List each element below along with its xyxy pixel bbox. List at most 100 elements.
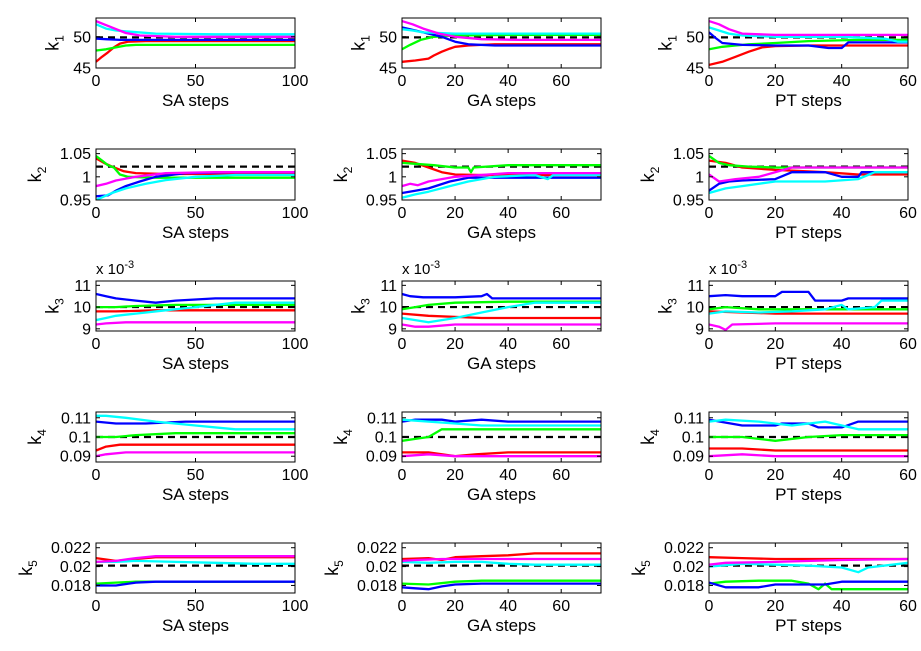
y-axis-label-subscript: 5 [332,560,346,567]
plot-area [402,18,601,68]
y-axis-label-subscript: 4 [648,429,662,436]
x-tick-label: 60 [899,467,917,484]
x-axis-label: GA steps [467,485,536,504]
y-axis-label-subscript: 3 [52,298,66,305]
x-tick-label: 100 [282,205,309,222]
series-group [96,292,295,326]
y-axis-label: k1 [655,35,679,51]
series-line-4 [709,166,908,183]
x-tick-label: 60 [899,73,917,90]
y-tick-label: 9 [82,321,91,338]
y-axis-label-symbol: k [42,41,62,51]
series-line-1 [402,300,601,311]
x-tick-label: 20 [766,467,784,484]
y-axis-label-subscript: 3 [665,298,679,305]
x-tick-label: 50 [187,205,205,222]
y-axis-label-symbol: k [348,304,368,314]
y-tick-label: 0.02 [366,559,397,576]
x-tick-label: 0 [398,336,407,353]
x-tick-label: 60 [552,598,570,615]
x-axis-label: GA steps [467,616,536,635]
series-line-3 [96,23,295,36]
series-line-4 [709,20,908,37]
axes-box [708,17,909,69]
axes-box [401,17,602,69]
x-tick-label: 40 [833,336,851,353]
y-axis-label-symbol: k [348,41,368,51]
y-axis-label: k3 [42,298,66,314]
y-tick-label: 11 [380,278,397,295]
y-tick-label: 0.09 [673,449,704,466]
y-axis-label-subscript: 1 [665,35,679,42]
axis-exponent: x 10-3 [96,259,134,278]
y-axis-label-subscript: 4 [341,429,355,436]
y-axis-label: k5 [322,560,346,576]
series-line-3 [96,414,295,431]
axis-exponent: x 10-3 [402,259,440,278]
series-group [709,155,908,195]
series-line-2 [709,31,908,50]
y-tick-label: 0.11 [674,410,704,427]
series-line-2 [709,580,908,589]
panel-k4-ga: 0 20 40 60 0.09 0.1 0.11 GA steps k4 [331,410,602,504]
series-group [96,555,295,587]
y-tick-label: 0.018 [51,578,91,595]
panel-k3-sa: 0 50 100 9 10 11 SA steps k3 x 10-3 [42,259,308,373]
x-tick-label: 100 [282,73,309,90]
x-tick-label: 50 [187,467,205,484]
x-tick-label: 40 [499,467,517,484]
series-line-2 [96,37,295,42]
series-line-1 [96,43,295,52]
y-axis-label-symbol: k [638,172,658,182]
y-tick-label: 1.05 [673,146,704,163]
series-line-3 [402,301,601,324]
series-line-1 [709,305,908,311]
y-axis-label: k5 [629,560,653,576]
panel-k2-sa: 0 50 100 0.95 1 1.05 SA steps k2 [25,146,309,242]
x-tick-label: 0 [705,73,714,90]
x-tick-label: 60 [552,73,570,90]
y-tick-label: 10 [379,300,397,317]
x-tick-label: 0 [92,73,101,90]
series-line-3 [402,560,601,566]
x-axis-label: PT steps [775,485,842,504]
series-line-1 [402,161,601,174]
x-tick-label: 40 [833,467,851,484]
series-group [402,159,601,199]
panel-k5-sa: 0 50 100 0.018 0.02 0.022 SA steps k5 [16,540,308,635]
series-line-0 [402,312,601,320]
series-line-2 [96,292,295,304]
series-group [709,290,908,331]
y-axis-label-subscript: 1 [52,35,66,42]
series-line-1 [402,428,601,442]
x-tick-label: 50 [187,336,205,353]
y-tick-label: 1 [82,169,91,186]
x-tick-label: 0 [92,598,101,615]
series-group [402,552,601,591]
x-axis-label: PT steps [775,91,842,110]
axes-box [401,280,602,332]
y-axis-label-subscript: 2 [35,166,49,173]
series-line-4 [402,19,601,42]
x-axis-label: SA steps [162,485,229,504]
series-line-4 [709,322,908,331]
y-tick-label: 0.022 [51,540,91,557]
series-line-2 [709,171,908,192]
series-group [709,418,908,458]
series-line-4 [96,451,295,458]
x-axis-label: SA steps [162,354,229,373]
series-group [96,20,295,63]
x-tick-label: 0 [398,467,407,484]
y-tick-label: 9 [695,321,704,338]
series-line-4 [402,557,601,563]
x-axis-label: SA steps [162,91,229,110]
y-tick-label: 1 [695,169,704,186]
series-line-0 [709,159,908,176]
x-tick-label: 40 [499,205,517,222]
series-group [709,20,908,67]
y-axis-label-subscript: 3 [358,298,372,305]
series-line-3 [709,299,908,315]
panel-k1-pt: 0 20 40 60 45 50 PT steps k1 [655,17,917,110]
x-tick-label: 40 [499,73,517,90]
series-line-2 [96,420,295,425]
